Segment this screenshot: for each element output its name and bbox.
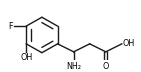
Text: OH: OH <box>123 39 135 48</box>
Text: OH: OH <box>20 53 32 62</box>
Text: NH₂: NH₂ <box>66 62 81 71</box>
Text: F: F <box>8 22 13 31</box>
Text: O: O <box>103 62 109 71</box>
